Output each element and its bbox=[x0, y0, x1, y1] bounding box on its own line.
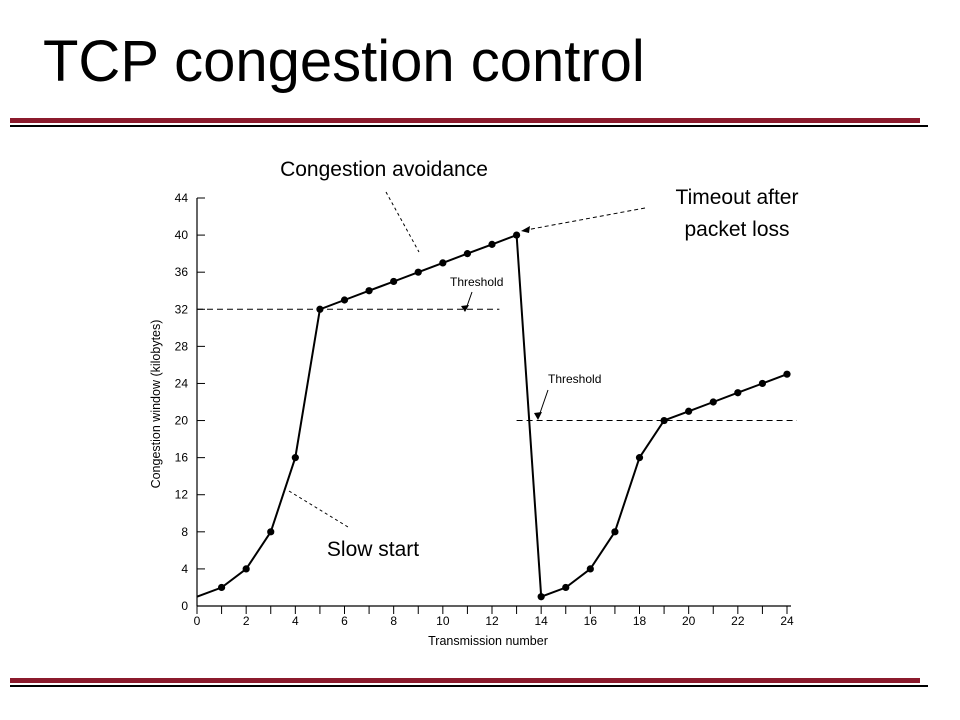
y-tick-label: 24 bbox=[175, 376, 189, 390]
slide-title: TCP congestion control bbox=[43, 29, 645, 94]
data-point bbox=[414, 268, 422, 276]
annotations: Congestion avoidance Timeout after packet … bbox=[280, 158, 798, 561]
y-tick-label: 36 bbox=[175, 265, 189, 279]
data-point bbox=[316, 305, 324, 313]
y-tick-label: 40 bbox=[175, 228, 189, 242]
y-tick-label: 4 bbox=[181, 562, 188, 576]
data-point bbox=[537, 593, 545, 601]
data-point bbox=[758, 379, 767, 388]
data-point bbox=[734, 389, 742, 397]
x-tick-label: 6 bbox=[341, 614, 348, 628]
data-point bbox=[217, 583, 226, 592]
y-tick-label: 28 bbox=[175, 339, 189, 353]
x-tick-label: 12 bbox=[485, 614, 499, 628]
y-axis-label: Congestion window (kilobytes) bbox=[149, 320, 163, 489]
x-tick-label: 16 bbox=[584, 614, 598, 628]
annotation-slow-start: Slow start bbox=[327, 538, 419, 561]
x-tick-label: 24 bbox=[780, 614, 794, 628]
threshold-arrow bbox=[538, 389, 549, 417]
x-tick-label: 0 bbox=[194, 614, 201, 628]
y-tick-label: 12 bbox=[175, 488, 189, 502]
y-tick-label: 0 bbox=[181, 599, 188, 613]
threshold-arrowhead bbox=[534, 412, 542, 420]
data-point bbox=[709, 398, 717, 406]
x-tick-label: 2 bbox=[243, 614, 250, 628]
data-point bbox=[390, 277, 398, 286]
y-tick-label: 8 bbox=[181, 525, 188, 539]
data-point bbox=[586, 565, 594, 573]
series-cwnd bbox=[196, 231, 791, 601]
annotation-leader bbox=[288, 490, 349, 528]
data-point bbox=[660, 416, 668, 425]
y-tick-label: 32 bbox=[175, 302, 189, 316]
data-point bbox=[512, 231, 521, 239]
threshold-label: Threshold bbox=[450, 275, 503, 289]
annotation-leader bbox=[385, 191, 420, 253]
data-point bbox=[611, 528, 619, 536]
data-point bbox=[365, 287, 373, 295]
data-point bbox=[463, 250, 472, 258]
data-point bbox=[439, 259, 447, 267]
series-line bbox=[196, 233, 788, 599]
data-point bbox=[562, 583, 570, 592]
data-point bbox=[783, 370, 791, 378]
data-point bbox=[242, 565, 250, 573]
data-point bbox=[291, 454, 299, 462]
annotation-timeout-line2: packet loss bbox=[684, 218, 789, 241]
threshold-label: Threshold bbox=[548, 372, 601, 386]
x-tick-label: 18 bbox=[633, 614, 647, 628]
data-point bbox=[340, 296, 349, 304]
threshold-arrowhead bbox=[461, 305, 469, 312]
annotation-congestion-avoidance: Congestion avoidance bbox=[280, 158, 488, 181]
x-axis-label: Transmission number bbox=[428, 634, 548, 648]
data-point bbox=[635, 454, 644, 462]
annotation-timeout-line1: Timeout after bbox=[676, 186, 799, 209]
annotation-leader bbox=[525, 207, 646, 231]
y-tick-label: 44 bbox=[175, 191, 189, 205]
y-tick-label: 16 bbox=[175, 451, 189, 465]
x-tick-label: 22 bbox=[731, 614, 745, 628]
annotation-arrowhead bbox=[521, 226, 530, 233]
data-point bbox=[488, 240, 496, 248]
threshold-lines: Threshold Threshold bbox=[197, 275, 797, 422]
x-tick-label: 8 bbox=[390, 614, 397, 628]
x-tick-label: 4 bbox=[292, 614, 299, 628]
data-point bbox=[267, 528, 275, 536]
x-tick-label: 10 bbox=[436, 614, 450, 628]
x-tick-label: 20 bbox=[682, 614, 696, 628]
data-point bbox=[685, 407, 693, 415]
x-tick-label: 14 bbox=[534, 614, 548, 628]
y-tick-label: 20 bbox=[175, 414, 189, 428]
